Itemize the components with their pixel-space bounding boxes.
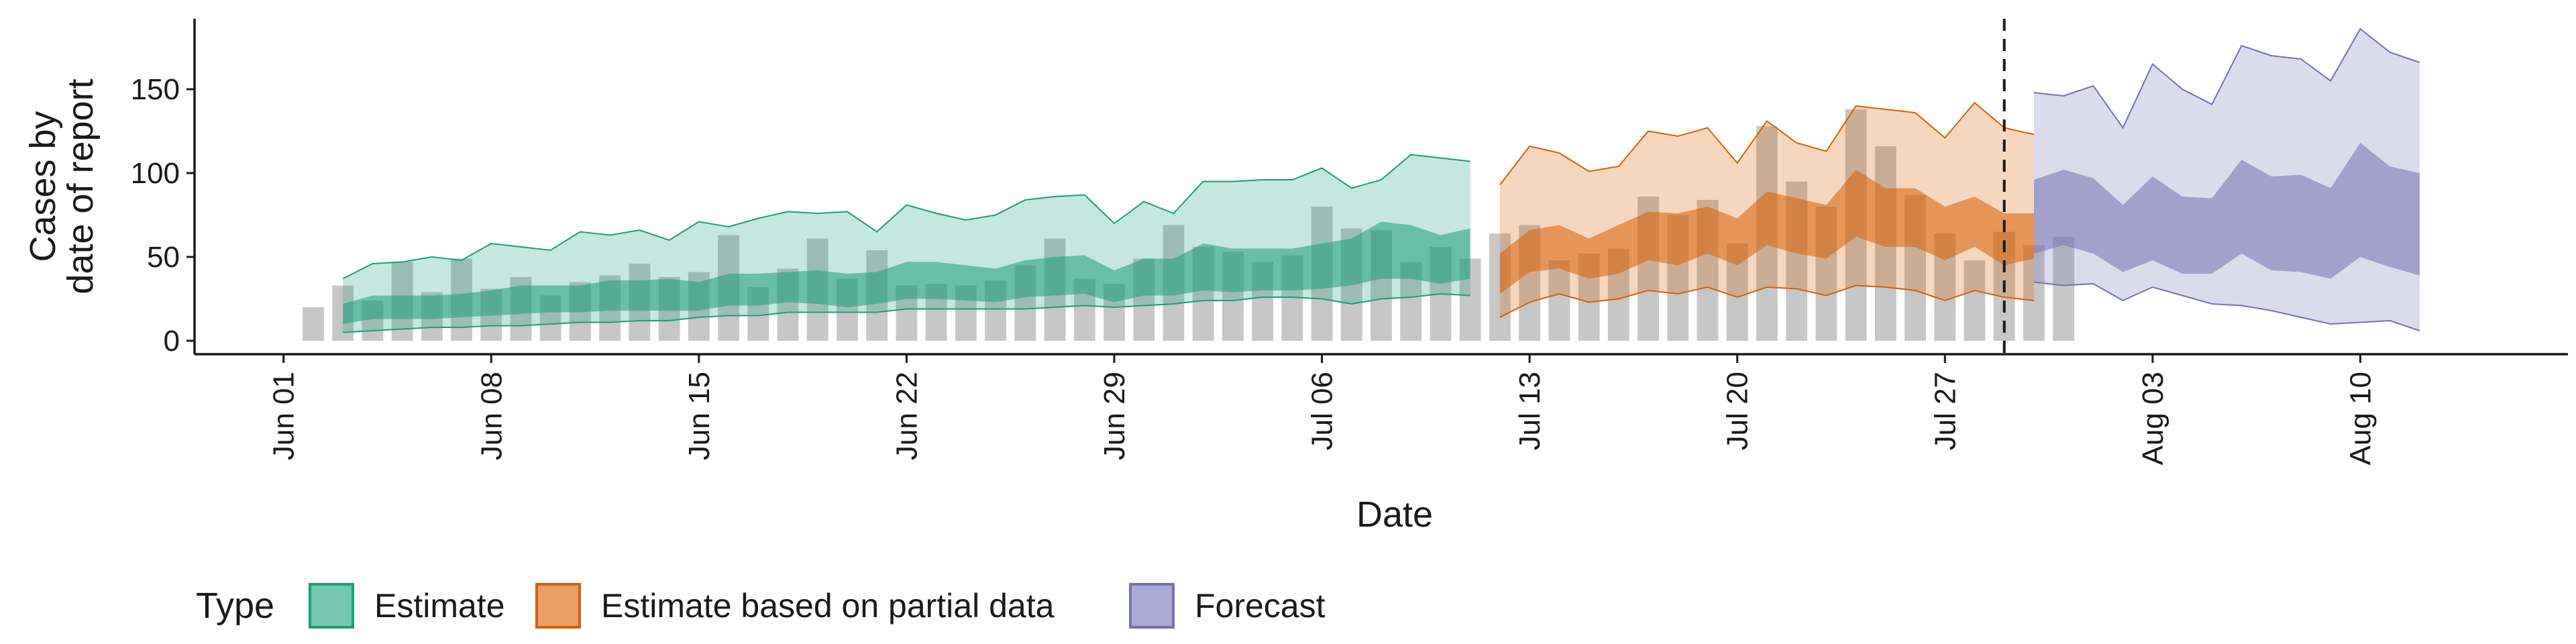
estimate-inner-band: [343, 221, 1470, 324]
estimate-upper-line: [342, 154, 1470, 280]
legend: Type Estimate Estimate based on partial da…: [196, 583, 1326, 629]
forecast-lower-line: [2033, 281, 2420, 331]
axes-layer: 0 50 100 150 Jun 01 Jun 08 Jun 15 Jun 22 Jun 29 J…: [131, 19, 2568, 465]
forecast-upper-line: [2033, 28, 2420, 129]
x-tick-label: Jul 20: [1721, 372, 1754, 450]
case-bar: [1548, 260, 1570, 341]
x-tick-label: Jun 22: [890, 372, 923, 460]
legend-item-estimate-based-on-partial-data: Estimate based on partial data: [535, 583, 1055, 629]
y-tick-label: 150: [131, 73, 180, 106]
forecast-band: [2033, 28, 2420, 331]
legend-title: Type: [196, 586, 274, 626]
bands-layer: [342, 28, 2420, 333]
x-tick-label: Jun 01: [268, 372, 301, 460]
estimate-based-on-partial-data-lower-line: [1499, 284, 2035, 318]
forecast-inner-band: [2034, 143, 2420, 279]
case-bar: [302, 307, 324, 341]
legend-item-forecast: Forecast: [1129, 583, 1326, 629]
estimate-band: [342, 154, 1470, 333]
case-bar: [2053, 237, 2075, 341]
estimate-lower-line: [343, 292, 1470, 333]
case-bar: [2023, 245, 2045, 341]
legend-key-swatch: [535, 583, 581, 629]
y-axis-title-line: date of report: [60, 78, 101, 294]
legend-key-swatch: [1129, 583, 1175, 629]
x-tick-label: Aug 03: [2137, 372, 2169, 465]
estimate-based-on-partial-data-band: [1499, 101, 2035, 318]
x-tick-label: Aug 10: [2344, 372, 2377, 465]
legend-item-label: Forecast: [1195, 587, 1326, 625]
x-tick-label: Jul 27: [1929, 372, 1962, 450]
case-bar: [1964, 260, 1986, 341]
legend-item-label: Estimate based on partial data: [601, 587, 1055, 625]
x-tick-label: Jul 13: [1513, 372, 1546, 450]
x-axis-title: Date: [1356, 494, 1433, 535]
y-tick-label: 50: [147, 241, 180, 274]
estimate-based-on-partial-data-upper-line: [1499, 101, 2035, 186]
y-tick-label: 100: [131, 157, 180, 190]
x-tick-label: Jul 06: [1306, 372, 1339, 450]
x-tick-label: Jun 15: [683, 372, 716, 460]
x-tick-label: Jun 29: [1098, 372, 1131, 460]
legend-item-estimate: Estimate: [309, 583, 505, 629]
estimate-based-on-partial-data-inner-band: [1499, 170, 2034, 294]
y-tick-label: 0: [164, 325, 180, 358]
legend-item-label: Estimate: [374, 587, 505, 625]
legend-key-swatch: [309, 583, 354, 629]
y-axis-title-line: Cases by: [23, 111, 63, 262]
x-tick-label: Jun 08: [475, 372, 508, 460]
